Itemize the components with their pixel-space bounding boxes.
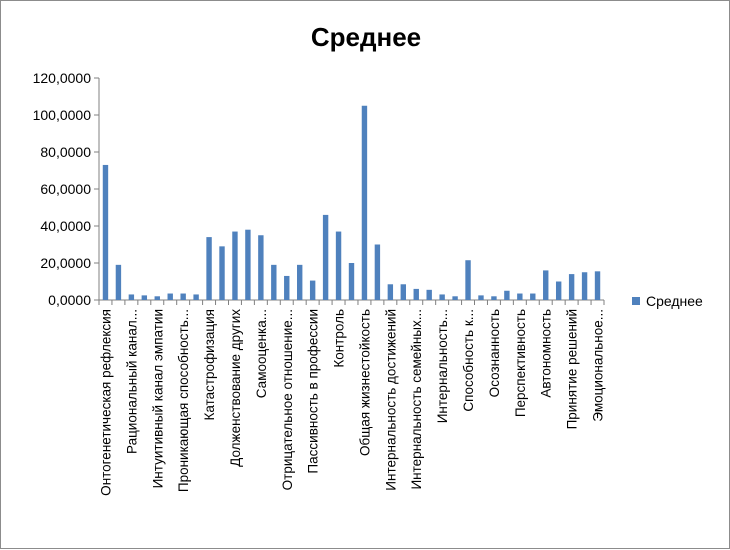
x-tick-label: Долженствование других xyxy=(228,309,243,467)
bar xyxy=(568,274,575,300)
bar xyxy=(258,235,264,300)
bar xyxy=(322,214,329,300)
plot-area: 0,0000 20,0000 40,0000 60,0000 80,0000 100,00… xyxy=(33,70,606,496)
bar xyxy=(530,293,536,300)
x-tick-label: Рациональный канал... xyxy=(124,309,139,454)
bar xyxy=(245,229,251,300)
bar xyxy=(374,244,381,300)
bar xyxy=(361,105,368,300)
legend-swatch xyxy=(632,297,640,305)
x-tick-label: Перспективность xyxy=(513,309,528,417)
x-tick-label: Принятие решений xyxy=(565,309,580,429)
x-tick-label: Осознанность xyxy=(487,309,502,397)
bar xyxy=(297,264,303,300)
x-tick-label: Общая жизнестойкость xyxy=(357,309,372,456)
y-tick-label: 60,0000 xyxy=(40,181,91,197)
x-tick-label: Интуитивный канал эмпатии xyxy=(150,309,165,488)
y-tick-label: 80,0000 xyxy=(40,144,91,160)
x-tick-label: Автономность xyxy=(539,309,554,398)
bar xyxy=(426,289,432,300)
bar xyxy=(400,284,406,300)
bar xyxy=(517,293,523,300)
bar xyxy=(232,231,238,300)
x-tick-label: Катастрофизация xyxy=(202,309,217,421)
bar xyxy=(504,290,510,300)
bar xyxy=(128,294,135,300)
bar xyxy=(102,164,109,300)
bar xyxy=(141,295,148,300)
bar xyxy=(491,296,497,300)
y-tick-label: 20,0000 xyxy=(40,255,91,271)
x-tick-label: Онтогенетическая рефлексия xyxy=(98,309,113,496)
bar xyxy=(309,280,316,300)
bar xyxy=(219,246,225,300)
legend: Среднее xyxy=(632,293,703,309)
x-tick-label: Проникающая способность... xyxy=(176,309,191,492)
x-tick-label: Отрицательное отношение... xyxy=(280,309,295,490)
bar xyxy=(284,275,290,300)
bar xyxy=(478,295,484,300)
bar xyxy=(335,231,342,300)
bar xyxy=(193,294,199,300)
bar xyxy=(543,270,549,300)
bar xyxy=(581,272,588,300)
bar xyxy=(348,263,355,300)
bar xyxy=(167,293,173,300)
bar xyxy=(465,260,471,300)
x-tick-label: Самооценка... xyxy=(254,309,269,398)
bar xyxy=(413,288,419,300)
x-tick-label: Интернальность... xyxy=(435,309,450,423)
x-tick-label: Контроль xyxy=(332,309,347,368)
y-tick-label: 0,0000 xyxy=(48,292,91,308)
y-tick-label: 120,0000 xyxy=(33,70,92,86)
bar xyxy=(180,293,186,300)
bar xyxy=(439,294,445,300)
legend-label: Среднее xyxy=(646,293,703,309)
bar xyxy=(555,281,562,300)
bar xyxy=(594,271,601,300)
bar xyxy=(206,237,212,300)
x-tick-label: Способность к... xyxy=(461,309,476,412)
bar xyxy=(154,296,160,300)
bar xyxy=(452,296,458,300)
bar xyxy=(387,284,394,300)
chart-title: Среднее xyxy=(311,22,421,52)
x-tick-label: Интернальность достижений xyxy=(383,309,398,491)
x-tick-label: Эмоциональное... xyxy=(591,309,606,422)
bar xyxy=(115,264,122,300)
y-tick-label: 100,0000 xyxy=(33,107,92,123)
x-tick-label: Интернальность семейных... xyxy=(409,309,424,490)
y-tick-label: 40,0000 xyxy=(40,218,91,234)
bar xyxy=(271,264,277,300)
x-tick-label: Пассивность в профессии xyxy=(306,309,321,474)
